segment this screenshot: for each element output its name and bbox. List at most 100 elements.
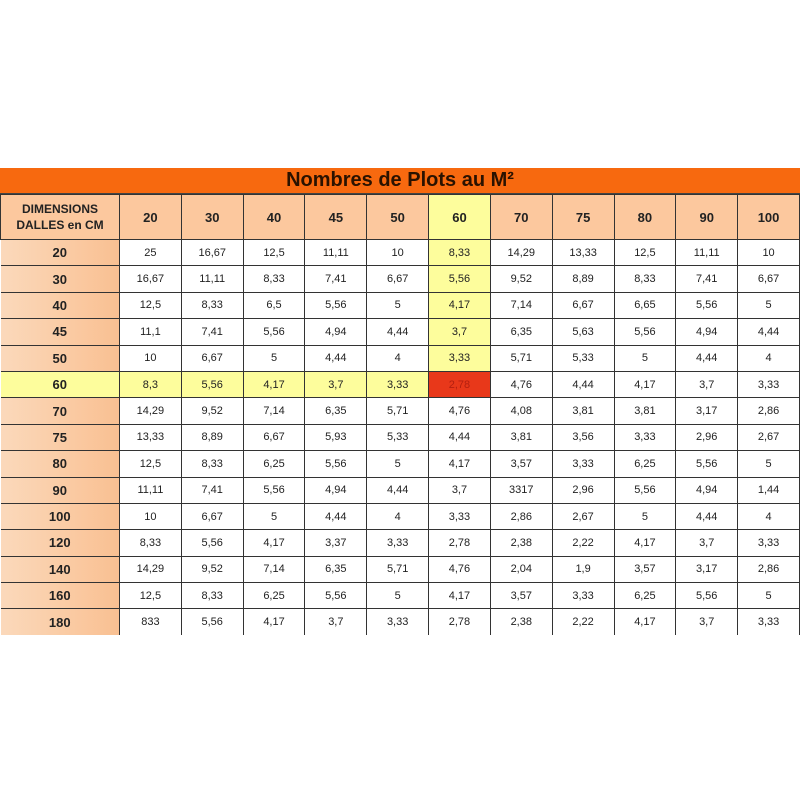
table-row: 45 11,1 7,41 5,56 4,94 4,44 3,7 6,35 5,63 5,56 4,9… bbox=[0, 318, 800, 346]
table-cell: 3,81 bbox=[613, 397, 677, 425]
table-cell: 6,25 bbox=[613, 582, 677, 610]
header-row: DIMENSIONS DALLES en CM 20 30 40 45 50 60 70 75… bbox=[0, 194, 800, 240]
table-cell: 7,41 bbox=[180, 476, 244, 504]
row-header-50: 50 bbox=[0, 344, 120, 372]
row-header-140: 140 bbox=[0, 555, 120, 584]
table-cell: 6,67 bbox=[242, 423, 306, 452]
table-cell: 11,11 bbox=[304, 238, 368, 267]
table-cell: 4,94 bbox=[675, 318, 739, 346]
table-cell: 3,7 bbox=[675, 608, 739, 635]
table-title: Nombres de Plots au M² bbox=[0, 168, 800, 194]
table-cell: 8,33 bbox=[180, 291, 244, 320]
table-cell: 5 bbox=[737, 291, 800, 320]
row-header-20: 20 bbox=[0, 238, 120, 267]
table-cell: 5,56 bbox=[180, 529, 244, 557]
table-cell: 2,38 bbox=[489, 529, 553, 557]
table-cell: 25 bbox=[119, 238, 182, 267]
table-cell: 6,67 bbox=[180, 502, 244, 531]
table-cell: 9,52 bbox=[180, 555, 244, 584]
table-cell: 6,25 bbox=[613, 450, 677, 478]
row-header-75: 75 bbox=[0, 423, 120, 452]
table-cell: 6,25 bbox=[242, 450, 306, 478]
table-cell: 8,33 bbox=[180, 582, 244, 610]
column-header-90: 90 bbox=[675, 194, 739, 240]
table-cell: 4,76 bbox=[428, 555, 491, 584]
table-cell: 7,41 bbox=[675, 265, 739, 293]
table-cell: 7,41 bbox=[180, 318, 244, 346]
table-row: 40 12,5 8,33 6,5 5,56 5 4,17 7,14 6,67 6,65 5,56 5 bbox=[0, 291, 800, 320]
table-cell: 16,67 bbox=[119, 265, 182, 293]
corner-label-line1: DIMENSIONS bbox=[21, 202, 98, 216]
table-cell: 8,89 bbox=[180, 423, 244, 452]
column-header-30: 30 bbox=[180, 194, 244, 240]
table-cell: 833 bbox=[119, 608, 182, 635]
table-cell: 8,33 bbox=[242, 265, 306, 293]
table-cell: 3,57 bbox=[489, 450, 553, 478]
row-header-100: 100 bbox=[0, 502, 120, 531]
table-cell: 4,94 bbox=[304, 476, 368, 504]
table-cell: 12,5 bbox=[613, 238, 677, 267]
table-cell: 2,38 bbox=[489, 608, 553, 635]
table-cell: 6,65 bbox=[613, 291, 677, 320]
table-cell: 6,5 bbox=[242, 291, 306, 320]
table-cell: 4,17 bbox=[428, 291, 491, 320]
table-cell: 3,7 bbox=[304, 608, 368, 635]
table-row: 20 25 16,67 12,5 11,11 10 8,33 14,29 13,33 12,5 11… bbox=[0, 238, 800, 267]
table-cell: 4,44 bbox=[366, 476, 430, 504]
table-cell: 3,33 bbox=[551, 450, 615, 478]
table-cell: 8,33 bbox=[613, 265, 677, 293]
table-cell: 3,33 bbox=[366, 529, 430, 557]
row-header-45: 45 bbox=[0, 318, 120, 346]
table-cell: 12,5 bbox=[119, 450, 182, 478]
table-cell: 10 bbox=[366, 238, 430, 267]
row-header-40: 40 bbox=[0, 291, 120, 320]
column-header-60: 60 bbox=[428, 194, 491, 240]
table-cell: 1,9 bbox=[551, 555, 615, 584]
table-cell: 12,5 bbox=[242, 238, 306, 267]
table-row: 180 833 5,56 4,17 3,7 3,33 2,78 2,38 2,22 4,17 3,7… bbox=[0, 608, 800, 635]
row-header-30: 30 bbox=[0, 265, 120, 293]
table-cell: 3,7 bbox=[428, 476, 491, 504]
table-cell: 3,33 bbox=[428, 344, 491, 372]
table-cell: 4 bbox=[737, 502, 800, 531]
table-cell: 2,86 bbox=[737, 397, 800, 425]
table-cell: 14,29 bbox=[489, 238, 553, 267]
table-row: 160 12,5 8,33 6,25 5,56 5 4,17 3,57 3,33 6,25 5,56… bbox=[0, 582, 800, 610]
table-cell: 3,7 bbox=[675, 529, 739, 557]
table-cell: 5,56 bbox=[180, 608, 244, 635]
table-cell: 4,94 bbox=[675, 476, 739, 504]
table-cell: 4,44 bbox=[366, 318, 430, 346]
table-cell: 6,35 bbox=[489, 318, 553, 346]
row-header-60: 60 bbox=[0, 370, 120, 399]
column-header-50: 50 bbox=[366, 194, 430, 240]
table-cell: 8,33 bbox=[119, 529, 182, 557]
table-cell: 4,76 bbox=[489, 370, 553, 399]
column-header-45: 45 bbox=[304, 194, 368, 240]
table-cell: 3,57 bbox=[613, 555, 677, 584]
table-cell: 13,33 bbox=[119, 423, 182, 452]
table-cell: 10 bbox=[119, 344, 182, 372]
table-cell: 2,67 bbox=[737, 423, 800, 452]
table-cell: 5 bbox=[737, 450, 800, 478]
table-cell: 5,56 bbox=[613, 476, 677, 504]
table-cell: 5,56 bbox=[613, 318, 677, 346]
table-row: 140 14,29 9,52 7,14 6,35 5,71 4,76 2,04 1,9 3,57 3… bbox=[0, 555, 800, 584]
table-cell: 3,33 bbox=[428, 502, 491, 531]
table-cell: 9,52 bbox=[180, 397, 244, 425]
table-row: 80 12,5 8,33 6,25 5,56 5 4,17 3,57 3,33 6,25 5,56 5 bbox=[0, 450, 800, 478]
table-cell: 3,17 bbox=[675, 555, 739, 584]
plots-per-m2-table: DIMENSIONS DALLES en CM 20 30 40 45 50 60 70 75… bbox=[0, 194, 800, 635]
column-header-75: 75 bbox=[551, 194, 615, 240]
table-cell: 16,67 bbox=[180, 238, 244, 267]
table-cell: 5,63 bbox=[551, 318, 615, 346]
table-cell: 12,5 bbox=[119, 291, 182, 320]
table-cell: 8,33 bbox=[180, 450, 244, 478]
table-cell: 5,56 bbox=[675, 291, 739, 320]
table-cell: 2,22 bbox=[551, 529, 615, 557]
table-cell: 5,56 bbox=[304, 291, 368, 320]
table-cell: 5 bbox=[242, 502, 306, 531]
table-row: 120 8,33 5,56 4,17 3,37 3,33 2,78 2,38 2,22 4,17 3… bbox=[0, 529, 800, 557]
table-row: 100 10 6,67 5 4,44 4 3,33 2,86 2,67 5 4,44 4 bbox=[0, 502, 800, 531]
table-cell: 5,71 bbox=[489, 344, 553, 372]
table-cell: 11,11 bbox=[119, 476, 182, 504]
